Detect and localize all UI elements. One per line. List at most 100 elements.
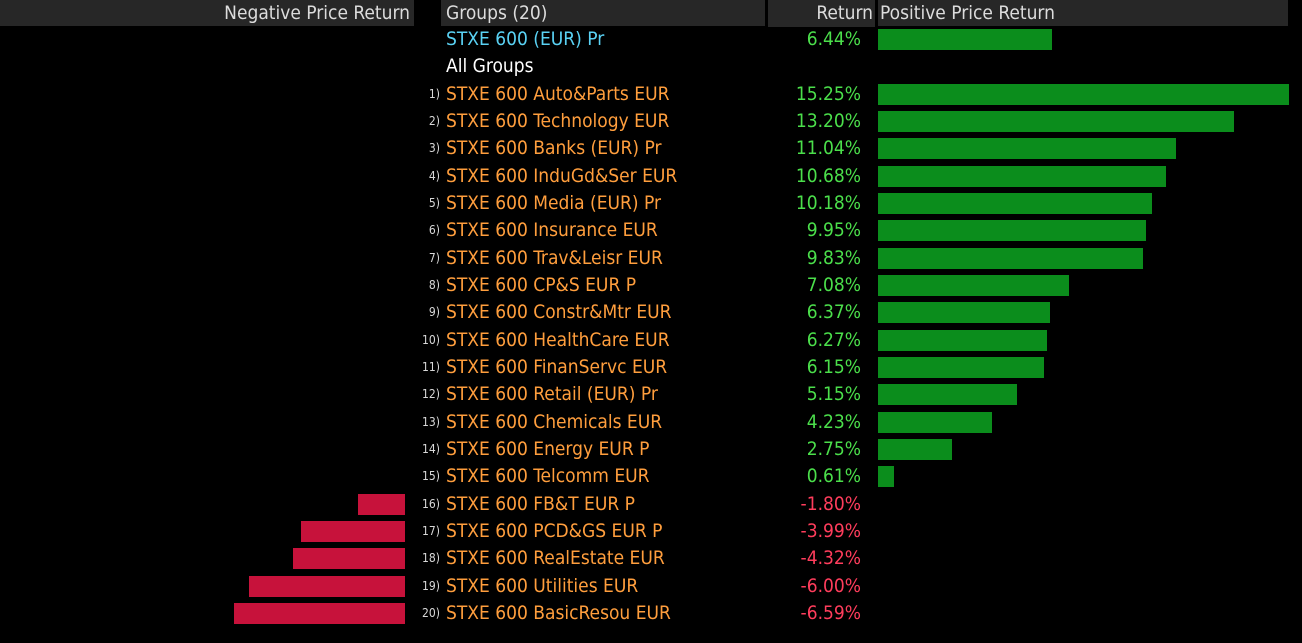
negative-price-return-header[interactable]: Negative Price Return <box>0 0 414 26</box>
group-row[interactable]: 5) STXE 600 Media (EUR) Pr 10.18% <box>0 190 1302 217</box>
group-return: -3.99% <box>800 520 861 543</box>
index-name[interactable]: STXE 600 (EUR) Pr <box>446 28 605 50</box>
return-header[interactable]: Return <box>768 0 875 27</box>
group-row[interactable]: 11) STXE 600 FinanServc EUR 6.15% <box>0 354 1302 381</box>
group-row[interactable]: 3) STXE 600 Banks (EUR) Pr 11.04% <box>0 135 1302 162</box>
group-row[interactable]: 7) STXE 600 Trav&Leisr EUR 9.83% <box>0 245 1302 272</box>
group-return: 13.20% <box>795 109 861 132</box>
group-name[interactable]: STXE 600 BasicResou EUR <box>446 602 671 625</box>
group-return: 10.68% <box>795 164 861 187</box>
group-row[interactable]: 8) STXE 600 CP&S EUR P 7.08% <box>0 272 1302 299</box>
groups-header[interactable]: Groups (20) <box>441 0 765 26</box>
positive-return-bar <box>878 302 1050 324</box>
group-rank: 12) <box>422 387 440 402</box>
group-name[interactable]: STXE 600 Retail (EUR) Pr <box>446 383 658 406</box>
positive-return-bar <box>878 110 1234 132</box>
group-name[interactable]: STXE 600 Trav&Leisr EUR <box>446 246 663 269</box>
group-name[interactable]: STXE 600 Auto&Parts EUR <box>446 82 670 105</box>
group-return: -6.59% <box>800 602 861 625</box>
positive-return-bar <box>878 411 992 433</box>
group-name[interactable]: STXE 600 PCD&GS EUR P <box>446 520 663 543</box>
group-return: 0.61% <box>806 465 861 488</box>
group-row[interactable]: 20) STXE 600 BasicResou EUR -6.59% <box>0 600 1302 627</box>
positive-return-bar <box>878 274 1069 296</box>
group-rank: 20) <box>422 606 440 621</box>
group-name[interactable]: STXE 600 Banks (EUR) Pr <box>446 137 662 160</box>
section-label: All Groups <box>446 55 534 77</box>
group-rank: 17) <box>422 524 440 539</box>
group-return: 6.15% <box>806 356 861 378</box>
group-rank: 15) <box>422 469 440 484</box>
group-rank: 10) <box>422 332 440 347</box>
group-return: 6.37% <box>806 301 861 324</box>
group-name[interactable]: STXE 600 Technology EUR <box>446 109 670 132</box>
group-row[interactable]: 13) STXE 600 Chemicals EUR 4.23% <box>0 409 1302 436</box>
group-rank: 5) <box>428 195 440 210</box>
group-rank: 9) <box>428 305 440 320</box>
group-row[interactable]: 10) STXE 600 HealthCare EUR 6.27% <box>0 327 1302 354</box>
negative-return-bar <box>249 575 405 597</box>
group-row[interactable]: 9) STXE 600 Constr&Mtr EUR 6.37% <box>0 299 1302 326</box>
positive-return-bar <box>878 247 1143 269</box>
group-name[interactable]: STXE 600 HealthCare EUR <box>446 328 670 351</box>
index-row[interactable]: STXE 600 (EUR) Pr 6.44% <box>0 26 1302 53</box>
negative-return-bar <box>358 493 405 515</box>
group-return: 7.08% <box>806 273 861 296</box>
positive-return-bar <box>878 466 895 488</box>
group-name[interactable]: STXE 600 InduGd&Ser EUR <box>446 164 678 187</box>
group-row[interactable]: 17) STXE 600 PCD&GS EUR P -3.99% <box>0 518 1302 545</box>
group-row[interactable]: 12) STXE 600 Retail (EUR) Pr 5.15% <box>0 381 1302 408</box>
group-name[interactable]: STXE 600 Insurance EUR <box>446 219 658 242</box>
index-return: 6.44% <box>806 28 861 50</box>
group-return: 9.83% <box>806 246 861 269</box>
group-name[interactable]: STXE 600 Constr&Mtr EUR <box>446 301 672 324</box>
group-name[interactable]: STXE 600 FinanServc EUR <box>446 356 668 378</box>
group-name[interactable]: STXE 600 Utilities EUR <box>446 574 639 597</box>
group-row[interactable]: 19) STXE 600 Utilities EUR -6.00% <box>0 573 1302 600</box>
group-row[interactable]: 6) STXE 600 Insurance EUR 9.95% <box>0 217 1302 244</box>
positive-return-bar <box>878 384 1017 406</box>
group-name[interactable]: STXE 600 Chemicals EUR <box>446 410 663 433</box>
group-return: 10.18% <box>795 191 861 214</box>
negative-return-bar <box>233 603 405 625</box>
group-name[interactable]: STXE 600 Media (EUR) Pr <box>446 191 662 214</box>
negative-return-bar <box>292 548 405 570</box>
group-row[interactable]: 4) STXE 600 InduGd&Ser EUR 10.68% <box>0 163 1302 190</box>
group-row[interactable]: 14) STXE 600 Energy EUR P 2.75% <box>0 436 1302 463</box>
group-name[interactable]: STXE 600 Telcomm EUR <box>446 465 650 488</box>
group-return: 6.27% <box>806 328 861 351</box>
group-return: 4.23% <box>806 410 861 433</box>
group-rank: 13) <box>422 414 440 429</box>
positive-price-return-header[interactable]: Positive Price Return <box>878 0 1288 26</box>
group-rank: 7) <box>428 250 440 265</box>
positive-return-bar <box>878 192 1153 214</box>
positive-return-bar <box>878 165 1166 187</box>
group-rank: 2) <box>428 113 440 128</box>
group-row[interactable]: 15) STXE 600 Telcomm EUR 0.61% <box>0 463 1302 490</box>
group-name[interactable]: STXE 600 Energy EUR P <box>446 438 650 461</box>
group-return: 15.25% <box>795 82 861 105</box>
group-row[interactable]: 1) STXE 600 Auto&Parts EUR 15.25% <box>0 81 1302 108</box>
positive-return-bar <box>878 357 1044 378</box>
index-return-bar <box>878 29 1052 50</box>
group-return: -4.32% <box>800 547 861 570</box>
group-row[interactable]: 2) STXE 600 Technology EUR 13.20% <box>0 108 1302 135</box>
group-rank: 6) <box>428 223 440 238</box>
positive-return-bar <box>878 329 1047 351</box>
group-return: 11.04% <box>795 137 861 160</box>
negative-return-bar <box>301 521 405 543</box>
group-name[interactable]: STXE 600 RealEstate EUR <box>446 547 665 570</box>
positive-return-bar <box>878 138 1176 160</box>
group-return: 5.15% <box>806 383 861 406</box>
positive-return-bar <box>878 439 953 461</box>
group-return: -1.80% <box>800 492 861 515</box>
group-return: 2.75% <box>806 438 861 461</box>
group-name[interactable]: STXE 600 FB&T EUR P <box>446 492 635 515</box>
group-rank: 11) <box>422 360 440 374</box>
group-row[interactable]: 18) STXE 600 RealEstate EUR -4.32% <box>0 545 1302 572</box>
group-row[interactable]: 16) STXE 600 FB&T EUR P -1.80% <box>0 491 1302 518</box>
group-name[interactable]: STXE 600 CP&S EUR P <box>446 273 637 296</box>
positive-return-bar <box>878 220 1147 242</box>
group-rank: 18) <box>422 551 440 566</box>
